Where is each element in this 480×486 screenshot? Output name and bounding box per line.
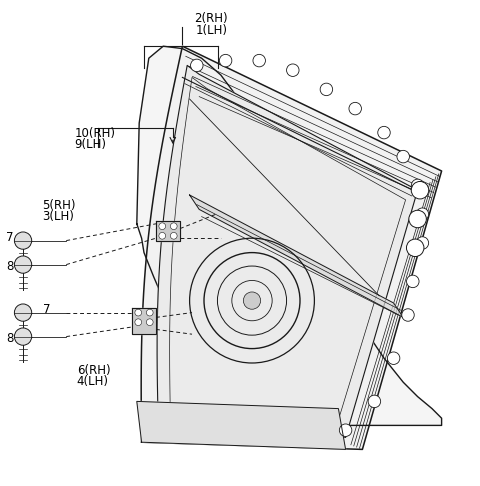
- Text: 3(LH): 3(LH): [42, 210, 74, 223]
- Circle shape: [368, 395, 381, 408]
- Circle shape: [14, 256, 32, 273]
- Circle shape: [170, 232, 177, 239]
- Text: 10(RH): 10(RH): [74, 127, 115, 140]
- Text: 5(RH): 5(RH): [42, 199, 76, 212]
- Circle shape: [402, 309, 414, 321]
- Text: 7: 7: [43, 303, 51, 316]
- Circle shape: [14, 328, 32, 345]
- Text: 2(RH): 2(RH): [194, 12, 228, 25]
- Circle shape: [253, 54, 265, 67]
- Circle shape: [135, 309, 142, 316]
- Text: 8: 8: [6, 260, 13, 273]
- Circle shape: [191, 59, 203, 71]
- Circle shape: [407, 275, 419, 288]
- Circle shape: [159, 223, 166, 229]
- Circle shape: [339, 424, 352, 436]
- Text: 9(LH): 9(LH): [74, 138, 107, 151]
- Circle shape: [14, 232, 32, 249]
- Circle shape: [416, 208, 429, 221]
- Text: 8: 8: [6, 331, 13, 345]
- Circle shape: [287, 64, 299, 76]
- Circle shape: [146, 319, 153, 326]
- Polygon shape: [157, 66, 418, 437]
- Text: 4(LH): 4(LH): [77, 376, 109, 388]
- Circle shape: [14, 304, 32, 321]
- Polygon shape: [137, 46, 442, 425]
- Text: 7: 7: [6, 231, 13, 244]
- Polygon shape: [141, 46, 442, 450]
- Circle shape: [170, 223, 177, 229]
- Circle shape: [387, 352, 400, 364]
- Circle shape: [135, 319, 142, 326]
- Circle shape: [411, 179, 424, 191]
- Polygon shape: [132, 308, 156, 334]
- Circle shape: [146, 309, 153, 316]
- Circle shape: [411, 181, 429, 199]
- Polygon shape: [137, 401, 346, 450]
- Circle shape: [219, 54, 232, 67]
- Circle shape: [378, 126, 390, 139]
- Circle shape: [409, 210, 426, 228]
- Text: 6(RH): 6(RH): [77, 364, 110, 378]
- Circle shape: [407, 239, 424, 257]
- Text: 1(LH): 1(LH): [195, 24, 227, 36]
- Polygon shape: [190, 195, 403, 317]
- Polygon shape: [156, 222, 180, 241]
- Circle shape: [320, 83, 333, 96]
- Circle shape: [159, 232, 166, 239]
- Circle shape: [349, 103, 361, 115]
- Circle shape: [243, 292, 261, 309]
- Circle shape: [397, 150, 409, 163]
- Circle shape: [416, 237, 429, 249]
